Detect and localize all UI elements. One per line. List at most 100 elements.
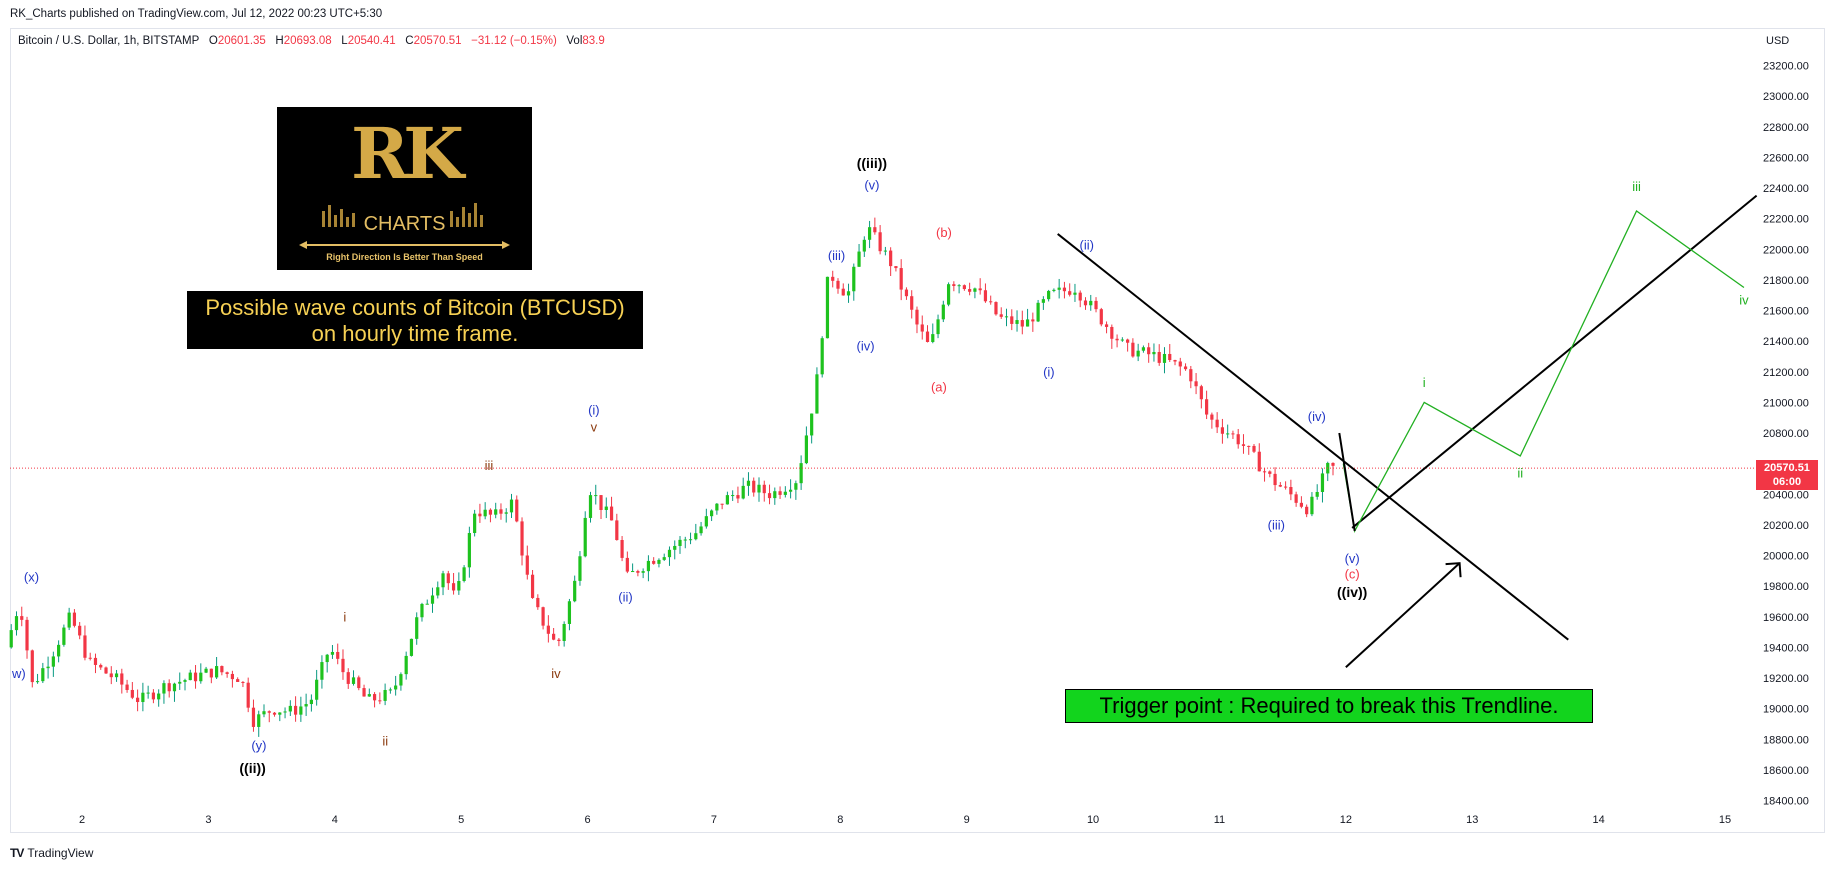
candle-body xyxy=(1010,316,1014,324)
candle-body xyxy=(820,338,824,375)
x-tick-label: 3 xyxy=(205,814,211,826)
candle-body xyxy=(362,688,366,697)
trigger-note: Trigger point : Required to break this T… xyxy=(1065,689,1593,723)
candle-body xyxy=(746,480,751,486)
y-tick-label: 22400.00 xyxy=(1763,183,1809,195)
candle-body xyxy=(1141,347,1146,351)
high-value: 20693.08 xyxy=(283,35,332,47)
candle-body xyxy=(46,666,50,669)
wave-label: (y) xyxy=(251,738,266,753)
candle-body xyxy=(799,463,803,484)
candle-body xyxy=(420,603,424,618)
candle-body xyxy=(1136,350,1140,357)
candle-body xyxy=(30,650,34,683)
candle-body xyxy=(1205,399,1209,415)
wave-label: (ii) xyxy=(618,589,632,604)
candle-body xyxy=(214,666,219,678)
candle-body xyxy=(999,314,1003,317)
candle-body xyxy=(1194,381,1198,387)
x-tick-label: 12 xyxy=(1340,814,1352,826)
candle-body xyxy=(441,573,445,588)
candle-body xyxy=(752,480,756,493)
candle-body xyxy=(1052,289,1056,291)
wave-annotations: (x)w)(y)((ii))iiiiiiivv(i)(ii)(iii)(iv)(… xyxy=(11,155,1749,776)
candle-body xyxy=(731,495,735,497)
wave-label: w) xyxy=(11,666,26,681)
symbol-name: Bitcoin / U.S. Dollar, 1h, BITSTAMP xyxy=(18,35,200,47)
candle-body xyxy=(293,705,298,715)
logo-arrow-graphic xyxy=(299,241,510,249)
chart-frame[interactable] xyxy=(10,28,1825,833)
candle-body xyxy=(209,668,213,678)
candle-body xyxy=(1278,485,1282,487)
candle-body xyxy=(183,680,187,682)
candle-body xyxy=(794,483,798,490)
candle-body xyxy=(162,683,166,694)
candle-body xyxy=(625,557,629,572)
rk-charts-logo: RK CHARTS Right Direction Is Better Than… xyxy=(277,107,532,270)
last-price-tag: 20570.51 06:00 xyxy=(1756,460,1818,490)
wave-label: (b) xyxy=(936,225,952,240)
candle-body xyxy=(873,227,877,233)
candle-body xyxy=(236,679,240,682)
symbol-legend: Bitcoin / U.S. Dollar, 1h, BITSTAMP O206… xyxy=(18,35,605,47)
candle-body xyxy=(1152,351,1156,355)
candle-body xyxy=(204,668,208,673)
wave-count-note: Possible wave counts of Bitcoin (BTCUSD)… xyxy=(187,291,643,349)
candle-body xyxy=(699,526,703,534)
candle-body xyxy=(167,683,171,692)
candle-body xyxy=(88,657,92,659)
candle-body xyxy=(288,705,292,712)
y-tick-label: 22800.00 xyxy=(1763,122,1809,134)
candle-body xyxy=(867,227,872,240)
wave-note-line2: on hourly time frame. xyxy=(311,321,519,346)
candle-body xyxy=(962,285,966,290)
candle-body xyxy=(1104,324,1109,327)
candle-body xyxy=(114,673,119,678)
candle-body xyxy=(1284,486,1288,488)
x-tick-label: 4 xyxy=(332,814,338,826)
x-tick-label: 5 xyxy=(458,814,464,826)
candle-body xyxy=(1036,302,1040,322)
candle-body xyxy=(35,681,40,683)
y-tick-label: 22600.00 xyxy=(1763,152,1809,164)
y-axis-labels: 18400.00 18600.00 18800.00 19000.00 19200.00… xyxy=(1763,61,1809,808)
candle-body xyxy=(762,484,766,494)
candle-body xyxy=(609,506,614,521)
candle-body xyxy=(910,296,914,310)
candle-body xyxy=(857,251,861,267)
candle-body xyxy=(462,567,466,581)
candle-body xyxy=(594,495,598,497)
candle-body xyxy=(815,374,819,414)
candle-body xyxy=(78,625,82,636)
candle-body xyxy=(1257,451,1261,472)
wave-label: (i) xyxy=(1043,364,1055,379)
trigger-arrow-shaft xyxy=(1345,562,1461,669)
candle-body xyxy=(430,595,435,604)
candle-body xyxy=(62,627,66,645)
candle-body xyxy=(1020,320,1024,327)
candle-body xyxy=(1289,486,1293,495)
candle-body xyxy=(1083,300,1088,306)
candle-body xyxy=(1252,445,1256,452)
candle-body xyxy=(583,517,587,557)
candle-body xyxy=(973,288,977,292)
candle-body xyxy=(225,672,229,674)
candle-body xyxy=(1241,444,1246,446)
candle-body xyxy=(304,704,308,707)
wave-label: ((ii)) xyxy=(239,760,265,776)
wave-label: (iii) xyxy=(1268,517,1285,532)
y-tick-label: 19800.00 xyxy=(1763,581,1809,593)
tradingview-footer[interactable]: TV TradingView xyxy=(10,846,93,860)
candle-body xyxy=(1168,353,1172,361)
candle-body xyxy=(604,506,608,511)
candle-body xyxy=(636,571,640,573)
candle-body xyxy=(825,276,830,339)
candle-body xyxy=(883,250,887,252)
candle-body xyxy=(415,617,419,639)
wave-label: ii xyxy=(382,733,388,748)
candle-body xyxy=(552,633,556,640)
candle-body xyxy=(694,533,698,540)
candle-body xyxy=(125,684,129,690)
